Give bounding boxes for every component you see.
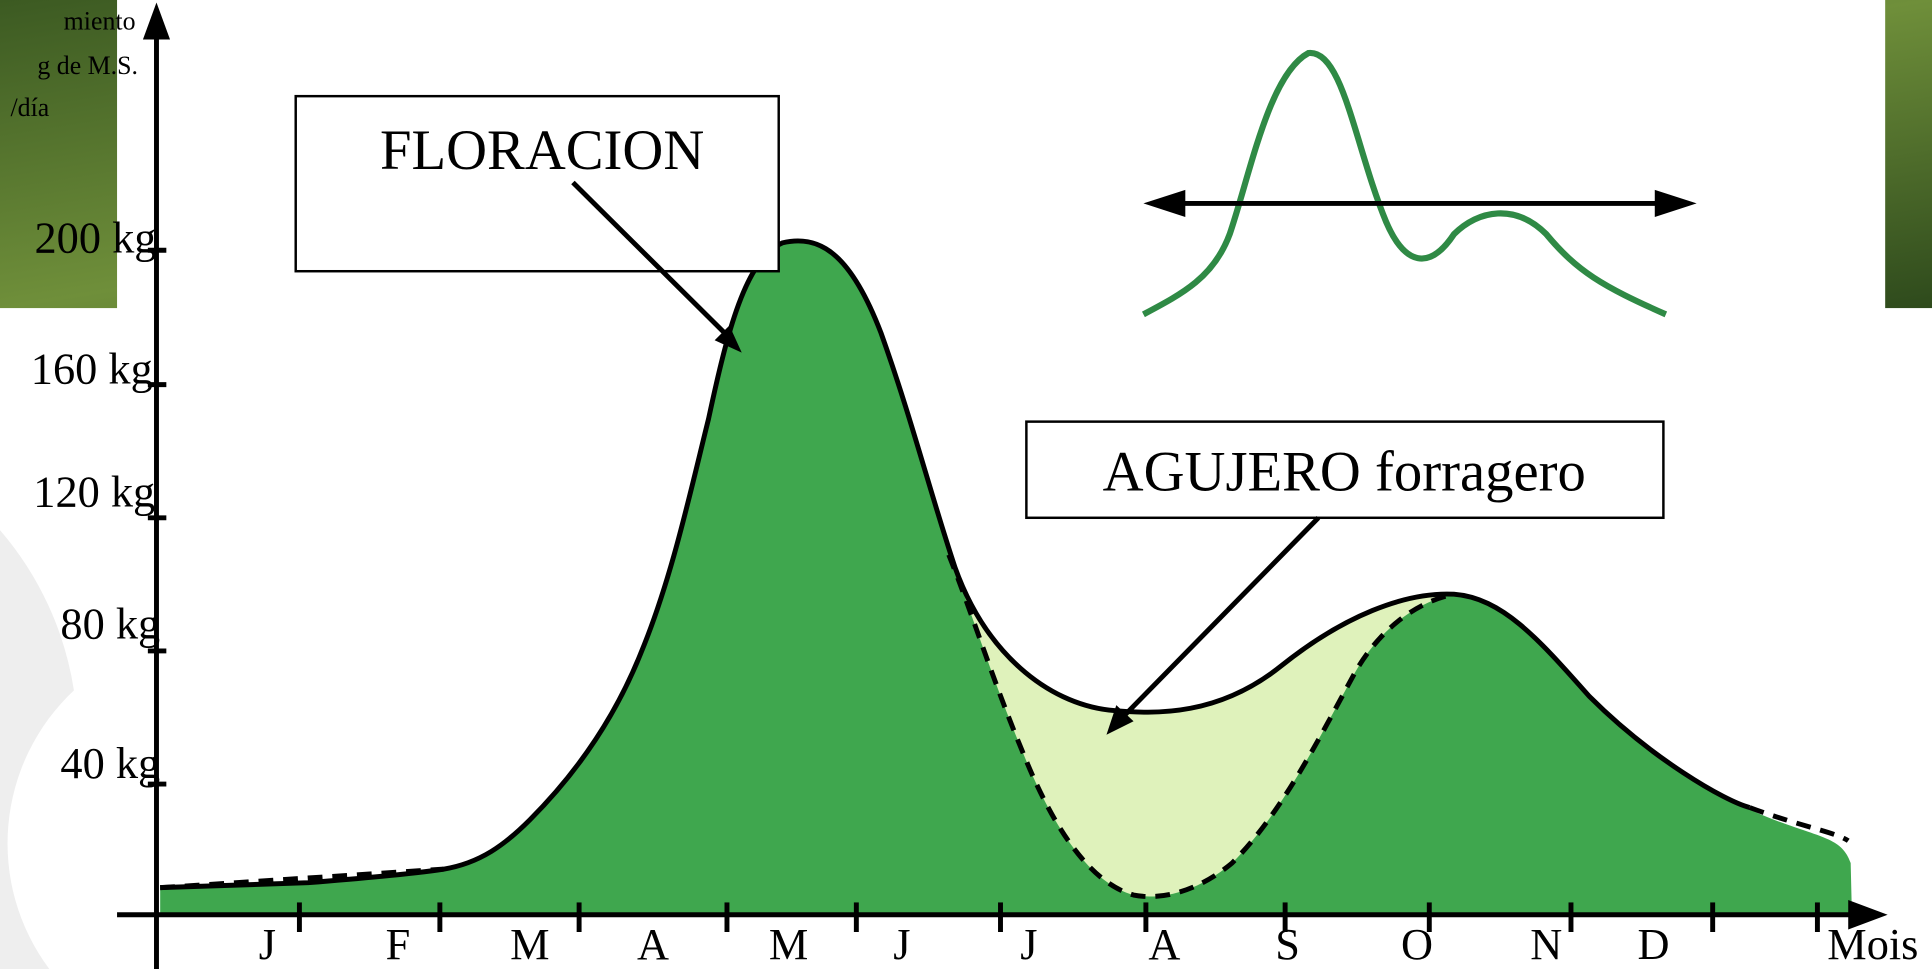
y-tick-label: 120 kg [33, 467, 155, 517]
x-tick-label: O [1401, 919, 1433, 969]
x-tick-label: D [1638, 919, 1670, 969]
corner-label: miento [64, 7, 136, 36]
callout-text: AGUJERO forragero [1103, 441, 1586, 504]
x-tick-label: A [1148, 919, 1180, 969]
slide: miento g de M.S. /día 200 kg 160 kg 120 … [0, 0, 1932, 969]
x-tick-label: M [510, 919, 549, 969]
corner-label: /día [10, 93, 49, 122]
x-tick-label: J [893, 919, 910, 969]
x-axis-label: Mois [1827, 919, 1918, 969]
x-tick-label: J [259, 919, 276, 969]
x-tick-label: S [1275, 919, 1300, 969]
x-tick-label: F [386, 919, 411, 969]
x-tick-label: J [1020, 919, 1037, 969]
x-tick-label: N [1530, 919, 1562, 969]
y-tick-label: 200 kg [35, 213, 157, 263]
y-tick-label: 40 kg [60, 738, 160, 788]
y-tick-label: 160 kg [31, 343, 153, 393]
x-tick-label: A [637, 919, 669, 969]
y-tick-label: 80 kg [60, 599, 160, 649]
callout-text: FLORACION [380, 119, 704, 182]
corner-label: g de M.S. [37, 51, 138, 80]
page: { "corner_label": ["miento", "g de M.S."… [0, 0, 1932, 969]
x-tick-label: M [769, 919, 808, 969]
